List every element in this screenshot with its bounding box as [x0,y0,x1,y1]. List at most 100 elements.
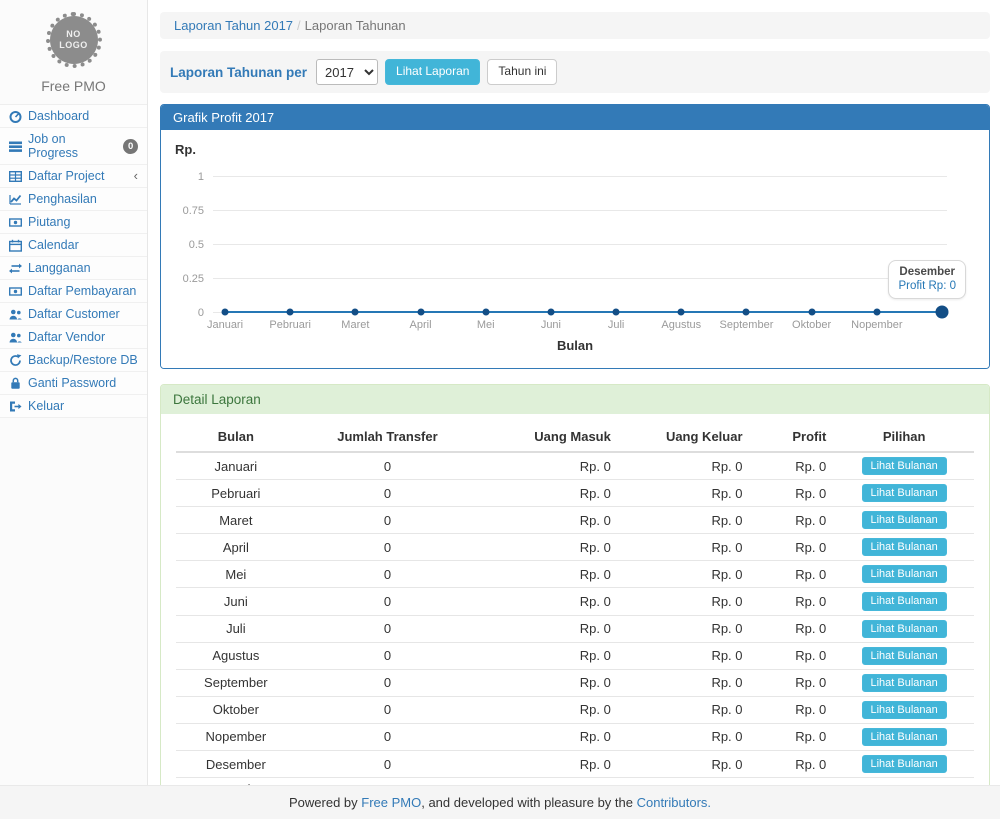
cell-profit: Rp. 0 [750,641,835,670]
gridline: 0.75 [183,205,947,217]
data-point-mei[interactable] [482,308,490,316]
sidebar-item-daftar-vendor[interactable]: Daftar Vendor [0,326,147,349]
cell-profit: Rp. 0 [750,506,835,534]
sidebar-item-backup-restore-db[interactable]: Backup/Restore DB [0,349,147,372]
cell-bulan: Juni [176,587,296,616]
data-point-juli[interactable] [612,308,620,316]
contributors-link[interactable]: Contributors. [636,795,712,810]
gridline: 1 [198,171,947,183]
sidebar-item-langganan[interactable]: Langganan [0,257,147,280]
chart-tooltip: Desember Profit Rp: 0 [888,260,966,299]
sidebar-item-label: Calendar [28,238,79,252]
year-select[interactable]: 2017 [316,59,379,85]
cell-bulan: Mei [176,560,296,588]
cell-profit: Rp. 0 [750,722,835,751]
cell-profit: Rp. 0 [750,587,835,616]
lihat-laporan-button[interactable]: Lihat Laporan [385,59,481,85]
data-point-nopember[interactable] [873,308,881,316]
cell-pilihan: Lihat Bulanan [834,641,974,670]
cell-uang-keluar: Rp. 0 [618,533,751,561]
cell-jumlah-transfer: 0 [295,722,480,751]
lihat-bulanan-button[interactable]: Lihat Bulanan [861,646,947,665]
cell-uang-keluar: Rp. 0 [618,641,751,670]
x-tick-label: Juli [607,319,625,331]
cell-jumlah-transfer: 0 [295,668,480,697]
lihat-bulanan-button[interactable]: Lihat Bulanan [861,755,947,774]
cell-bulan: Oktober [176,695,296,724]
sidebar-item-keluar[interactable]: Keluar [0,395,147,418]
breadcrumb-link-laporan-tahun[interactable]: Laporan Tahun 2017 [174,18,294,33]
sidebar-item-label: Daftar Vendor [28,330,106,344]
no-logo-badge: NO LOGO [45,12,102,68]
lihat-bulanan-button[interactable]: Lihat Bulanan [861,484,947,503]
column-header-pilihan: Pilihan [834,422,974,453]
data-point-juni[interactable] [547,308,555,316]
sidebar-item-piutang[interactable]: Piutang [0,211,147,234]
sidebar: NO LOGO Free PMO Dashboard Job on Progre… [0,0,148,785]
lihat-bulanan-button[interactable]: Lihat Bulanan [861,727,947,747]
table-row: Nopember 0 Rp. 0 Rp. 0 Rp. 0 Lihat Bulanan [176,722,974,751]
sidebar-item-daftar-project[interactable]: Daftar Project ‹ [0,165,147,188]
detail-panel-body: Bulan Jumlah Transfer Uang Masuk Uang Ke… [161,414,989,818]
footer-text: Powered by Free PMO, and developed with … [289,795,711,810]
cell-profit: Rp. 0 [750,668,835,697]
cell-profit: Rp. 0 [750,479,835,507]
cell-profit: Rp. 0 [750,695,835,724]
lihat-bulanan-button[interactable]: Lihat Bulanan [861,673,947,692]
column-header-uang-masuk: Uang Masuk [479,422,619,453]
data-point-september[interactable] [742,308,750,316]
lihat-bulanan-button[interactable]: Lihat Bulanan [861,511,947,530]
lock-icon [9,377,22,390]
sidebar-item-label: Daftar Project [28,169,105,183]
data-point-april[interactable] [417,308,425,316]
data-point-agustus[interactable] [677,308,685,316]
sidebar-item-job-on-progress[interactable]: Job on Progress 0 [0,128,147,165]
x-tick-label: Pebruari [269,319,311,331]
sidebar-item-penghasilan[interactable]: Penghasilan [0,188,147,211]
gridline: 0.25 [183,273,947,285]
lihat-bulanan-button[interactable]: Lihat Bulanan [861,619,947,638]
x-tick-label: Januari [206,319,244,331]
money-icon [9,216,22,229]
lihat-bulanan-button[interactable]: Lihat Bulanan [861,700,947,719]
cell-uang-keluar: Rp. 0 [618,614,751,643]
table-row: September 0 Rp. 0 Rp. 0 Rp. 0 Lihat Bulanan [176,668,974,697]
cell-jumlah-transfer: 0 [295,695,480,724]
lihat-bulanan-button[interactable]: Lihat Bulanan [861,592,947,611]
table-row: Juni 0 Rp. 0 Rp. 0 Rp. 0 Lihat Bulanan [176,587,974,616]
profit-line [225,311,942,313]
free-pmo-link[interactable]: Free PMO [361,795,422,810]
profit-chart-panel: Grafik Profit 2017 Rp. 1 0.75 0.5 0.25 0 Jan… [160,104,990,369]
sidebar-item-ganti-password[interactable]: Ganti Password [0,372,147,395]
data-point-desember[interactable] [935,305,949,319]
x-tick-label: Juni [540,319,561,331]
sidebar-item-dashboard[interactable]: Dashboard [0,105,147,128]
data-point-maret[interactable] [351,308,359,316]
lihat-bulanan-button[interactable]: Lihat Bulanan [861,565,947,584]
breadcrumb: Laporan Tahun 2017/Laporan Tahunan [160,12,990,39]
cell-jumlah-transfer: 0 [295,750,480,778]
cell-uang-keluar: Rp. 0 [618,560,751,588]
job-count-badge: 0 [123,138,138,154]
report-toolbar: Laporan Tahunan per 2017 Lihat Laporan T… [160,51,990,93]
sidebar-item-label: Job on Progress [28,132,79,160]
sidebar-item-daftar-customer[interactable]: Daftar Customer [0,303,147,326]
cell-bulan: Juli [176,614,296,643]
data-point-pebruari[interactable] [286,308,294,316]
lihat-bulanan-button[interactable]: Lihat Bulanan [861,538,947,557]
tahun-ini-button[interactable]: Tahun ini [487,59,558,85]
calendar-icon [9,239,22,252]
lihat-bulanan-button[interactable]: Lihat Bulanan [861,457,947,476]
sidebar-item-calendar[interactable]: Calendar [0,234,147,257]
data-point-januari[interactable] [221,308,229,316]
table-row: Agustus 0 Rp. 0 Rp. 0 Rp. 0 Lihat Bulanan [176,641,974,670]
cell-profit: Rp. 0 [750,533,835,561]
sidebar-item-label: Daftar Customer [28,307,120,321]
sidebar-item-daftar-pembayaran[interactable]: Daftar Pembayaran [0,280,147,303]
cell-jumlah-transfer: 0 [295,479,480,507]
sidebar-item-label: Langganan [28,261,91,275]
column-header-profit: Profit [750,422,835,453]
cell-bulan: Januari [214,458,258,474]
x-tick-label: Mei [476,319,495,331]
data-point-oktober[interactable] [808,308,816,316]
